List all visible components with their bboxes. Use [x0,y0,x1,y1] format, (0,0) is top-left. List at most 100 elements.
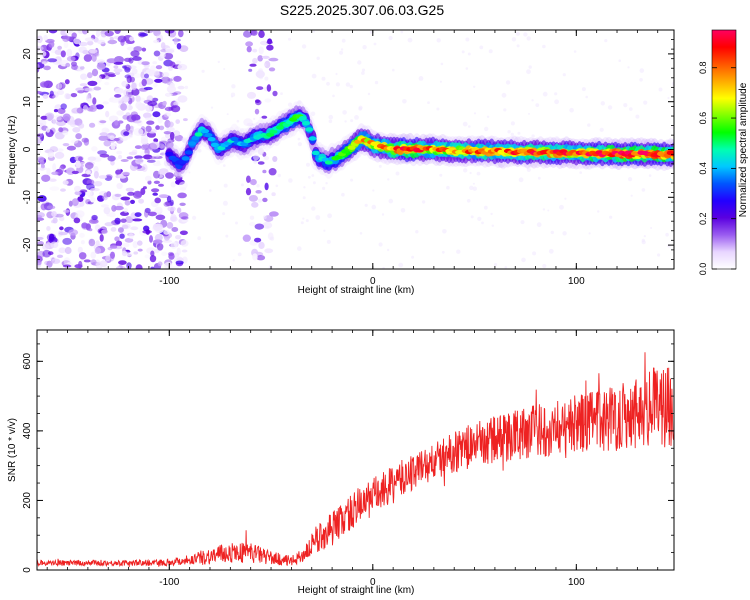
noise-blob [149,255,157,263]
noise-speck [197,148,202,153]
noise-speck [381,213,385,216]
colorbar: 0.0 0.2 0.4 0.6 0.8 Normalized spectral ampl… [698,29,749,275]
noise-blob [120,159,129,162]
noise-speck [335,82,340,87]
ridge-blob [194,132,203,137]
noise-blob [246,175,251,183]
noise-blob [141,47,147,52]
noise-blob [166,127,175,132]
noise-speck [486,115,490,119]
noise-blob [123,57,132,63]
noise-blob [39,160,45,165]
noise-blob [161,72,170,78]
noise-blob [257,55,264,62]
noise-speck [280,92,283,95]
noise-blob [262,169,267,174]
noise-blob [148,69,156,77]
noise-blob [75,133,82,140]
noise-blob [114,193,122,197]
noise-blob [179,230,188,236]
noise-blob [114,30,121,34]
noise-blob [121,96,130,103]
noise-speck [532,251,537,256]
noise-blob [171,265,179,269]
noise-speck [467,52,471,56]
noise-blob [62,237,73,245]
noise-blob [37,217,45,221]
noise-blob [54,151,65,159]
noise-blob [152,61,157,65]
noise-speck [223,68,226,70]
noise-blob [88,238,93,244]
noise-blob [59,226,64,231]
noise-speck [523,32,528,37]
noise-blob [91,214,98,221]
noise-speck [629,107,633,111]
noise-blob [169,131,175,140]
noise-blob [129,125,134,133]
noise-blob [98,175,107,179]
noise-blob [167,78,173,82]
noise-blob [142,112,152,119]
noise-speck [564,197,567,200]
noise-blob [252,57,258,64]
noise-speck [641,238,645,243]
noise-blob [62,180,69,186]
noise-blob [99,74,106,79]
noise-speck [402,99,407,104]
noise-blob [130,199,135,204]
noise-speck [210,106,214,109]
noise-speck [573,50,577,53]
y-tick-label: 20 [22,48,33,60]
noise-blob [256,86,264,90]
noise-speck [328,114,334,120]
noise-speck [237,252,242,257]
noise-blob [52,163,57,172]
noise-blob [37,90,43,94]
noise-blob [91,146,98,152]
noise-blob [153,138,159,143]
noise-speck [306,162,310,167]
noise-speck [635,114,640,119]
noise-blob [182,138,188,144]
noise-blob [104,81,110,86]
noise-blob [173,37,178,45]
noise-blob [110,160,115,166]
noise-blob [126,262,132,269]
noise-blob [40,163,45,169]
noise-blob [135,158,144,165]
noise-blob [264,182,269,191]
noise-speck [388,35,393,41]
noise-speck [597,210,600,213]
ridge-blob [276,125,284,130]
noise-blob [147,211,157,217]
noise-blob [258,241,265,249]
noise-blob [77,65,85,72]
noise-speck [387,178,390,181]
noise-speck [266,225,269,229]
noise-blob [75,161,81,169]
noise-blob [118,154,123,160]
noise-blob [266,84,272,92]
noise-speck [511,37,517,42]
noise-blob [73,37,81,45]
noise-blob [90,259,97,266]
noise-blob [181,219,189,223]
noise-blob [97,150,107,156]
noise-blob [155,214,166,221]
noise-blob [49,90,54,97]
noise-blob [145,104,153,112]
noise-blob [102,101,109,105]
noise-speck [275,184,279,188]
noise-blob [271,192,276,197]
noise-blob [115,169,122,175]
noise-blob [170,181,176,188]
noise-blob [80,73,88,80]
noise-blob [113,68,123,73]
noise-blob [119,233,125,239]
noise-speck [240,183,244,187]
noise-blob [254,237,262,243]
noise-blob [75,52,80,59]
noise-blob [122,242,130,248]
noise-blob [53,109,59,113]
